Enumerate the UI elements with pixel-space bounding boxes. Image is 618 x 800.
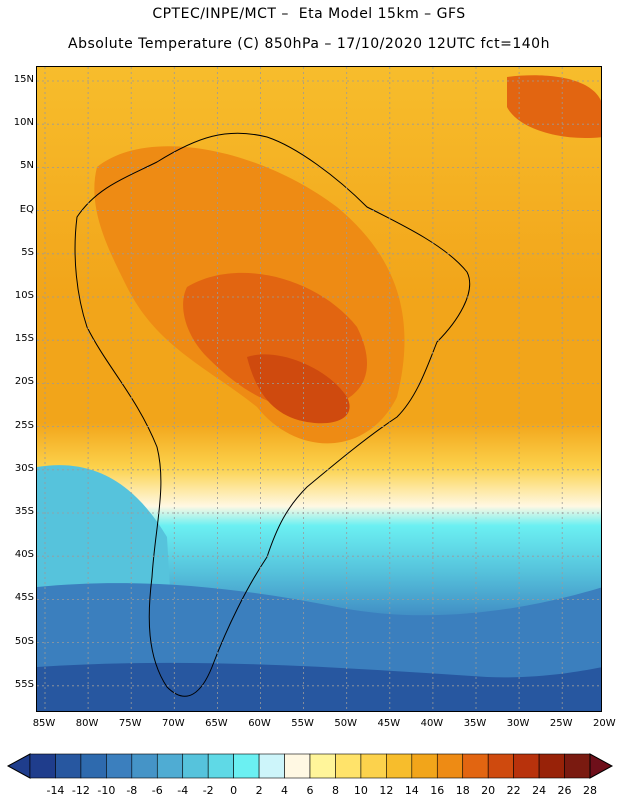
colorbar-label: 20	[481, 784, 496, 797]
hot-core-south	[247, 354, 350, 424]
lat-label: 20S	[14, 376, 34, 388]
lat-label: 50S	[14, 635, 34, 647]
coldest-band	[37, 662, 601, 711]
colorbar-swatch	[233, 753, 260, 779]
colorbar-swatch	[436, 753, 464, 779]
lat-label: 5N	[20, 160, 34, 172]
colorbar-swatch	[564, 753, 591, 779]
colorbar-label: 12	[379, 784, 394, 797]
colorbar-label: 0	[230, 784, 238, 797]
lat-label: 10N	[13, 117, 34, 129]
colorbar-label: -6	[151, 784, 163, 797]
colorbar-swatch	[258, 753, 285, 779]
lon-label: 55W	[291, 718, 314, 729]
lat-label: 15S	[14, 333, 34, 345]
lon-label: 40W	[420, 718, 444, 729]
colorbar-swatch	[360, 753, 387, 779]
lon-label: 30W	[506, 718, 530, 729]
colorbar-swatch	[386, 753, 413, 779]
lat-label: 15N	[13, 74, 34, 85]
colorbar-swatch	[55, 753, 82, 779]
south-america-outline	[74, 132, 471, 697]
colorbar-swatch	[207, 753, 234, 779]
colorbar-label: -2	[202, 784, 214, 797]
colorbar-label: 18	[455, 784, 470, 797]
lon-label: 85W	[32, 718, 56, 729]
lon-label: 45W	[377, 718, 401, 729]
colorbar-label: 26	[557, 784, 572, 797]
colorbar-swatch	[80, 753, 107, 779]
colorbar-swatch	[487, 753, 514, 779]
lat-label: 10S	[14, 290, 34, 301]
colorbar-label: 10	[353, 784, 368, 797]
colorbar-arrow-high	[589, 753, 614, 779]
lon-label: 60W	[248, 718, 271, 729]
colorbar-label: 6	[306, 784, 314, 797]
colorbar-swatch	[182, 753, 209, 779]
lat-label: 55S	[14, 678, 34, 690]
temperature-map[interactable]	[36, 66, 602, 712]
colorbar-label: 14	[404, 784, 419, 797]
lon-label: 70W	[161, 718, 185, 729]
lat-label: 5S	[21, 246, 34, 258]
colorbar-swatch	[462, 753, 489, 779]
colorbar-label: -10	[97, 784, 116, 797]
map-title: CPTEC/INPE/MCT – Eta Model 15km – GFS	[152, 6, 466, 22]
lat-label: EQ	[19, 203, 34, 215]
lon-label: 75W	[118, 718, 142, 729]
ne-warm-patch	[507, 75, 601, 138]
colorbar-swatch	[309, 753, 336, 779]
colorbar-label: -12	[71, 784, 90, 797]
lon-label: 35W	[463, 718, 487, 729]
lon-label: 20W	[592, 718, 616, 729]
graticule	[37, 67, 601, 711]
colorbar-label: 24	[532, 784, 547, 797]
colorbar-swatch	[131, 753, 158, 779]
lat-label: 30S	[14, 462, 34, 474]
colorbar-swatch	[156, 753, 184, 779]
colorbar-label: -8	[126, 784, 138, 797]
lat-label: 45S	[14, 592, 34, 604]
colorbar-swatch	[335, 753, 362, 779]
colorbar-swatch	[29, 753, 56, 779]
lon-label: 50W	[334, 718, 357, 729]
colorbar-label: -4	[177, 784, 189, 797]
map-subtitle: Absolute Temperature (C) 850hPa – 17/10/…	[68, 36, 550, 52]
lon-label: 65W	[205, 718, 228, 729]
lat-label: 25S	[14, 419, 34, 431]
colorbar-swatch	[411, 753, 438, 779]
lat-label: 40S	[14, 549, 34, 561]
colorbar-swatch	[538, 753, 565, 779]
colorbar-swatch	[513, 753, 540, 779]
colorbar-label: -14	[46, 784, 65, 797]
colorbar-arrow-low	[6, 753, 31, 779]
lon-label: 80W	[75, 718, 99, 729]
temperature-colorbar	[6, 753, 614, 779]
colorbar-label: 4	[281, 784, 289, 797]
colorbar-label: 8	[331, 784, 339, 797]
colorbar-swatch	[106, 753, 133, 779]
temperature-field	[37, 67, 601, 711]
colorbar-label: 28	[583, 784, 597, 797]
colorbar-swatch	[284, 753, 311, 779]
colorbar-label: 22	[506, 784, 521, 797]
lon-label: 25W	[549, 718, 573, 729]
colorbar-label: 2	[255, 784, 263, 797]
colorbar-label: 16	[430, 784, 445, 797]
lat-label: 35S	[14, 506, 34, 517]
